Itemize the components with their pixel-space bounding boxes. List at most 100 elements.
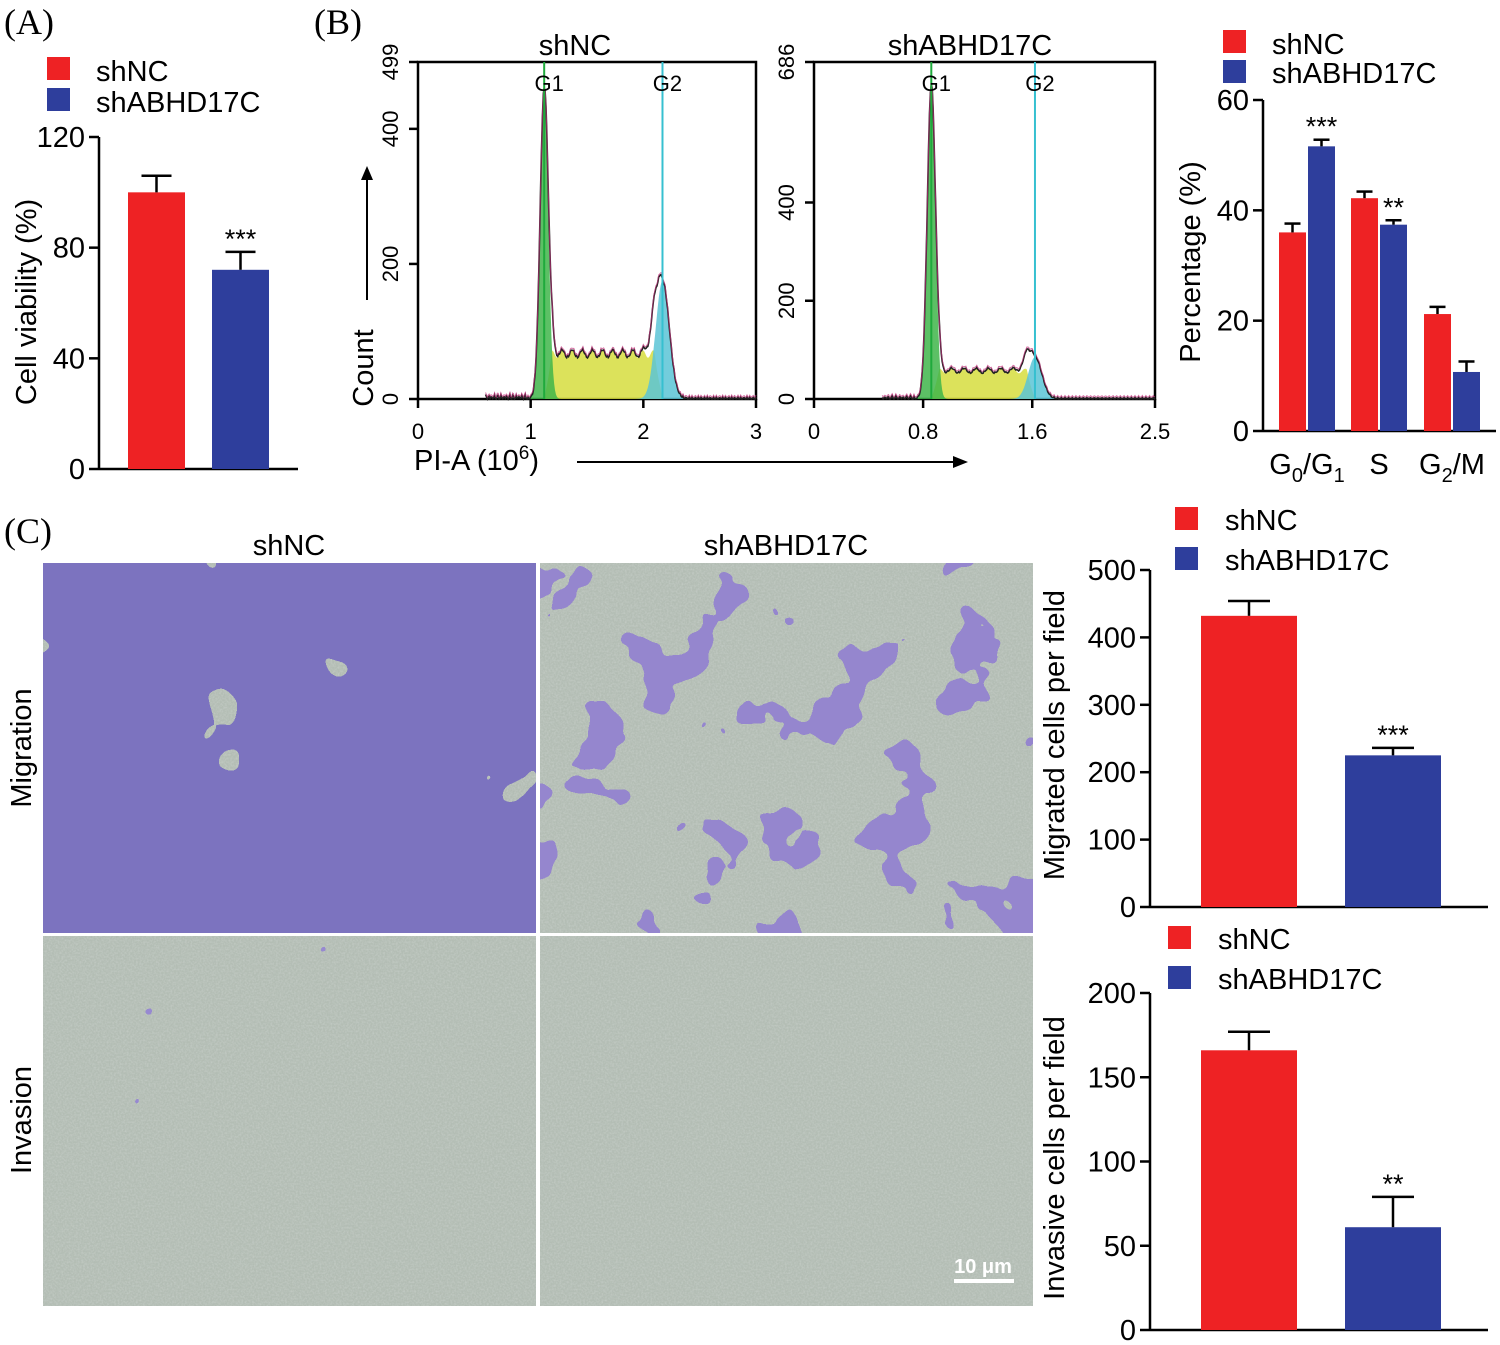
x-tick-label: 0.8 — [908, 419, 939, 444]
flow-shNC-title: shNC — [539, 30, 612, 62]
y-tick-label: 100 — [1088, 1147, 1136, 1179]
y-tick-label: 0 — [1120, 1315, 1136, 1345]
significance-label: *** — [1377, 720, 1409, 750]
y-tick-label: 200 — [1088, 978, 1136, 1010]
x-tick-label: G0/G1 — [1269, 449, 1344, 487]
significance-label: ** — [1383, 192, 1405, 222]
viability-plot: 0 40 80 120 *** — [37, 122, 298, 486]
migration-plot: 0 100 200 300 400 500 *** — [1088, 555, 1488, 924]
x-tick-label: G2/M — [1419, 449, 1485, 487]
peak-label-G1: G1 — [535, 71, 564, 96]
x-tick-label: 1.6 — [1017, 419, 1048, 444]
legend-swatch-shNC — [1175, 507, 1198, 530]
x-tick-label: 2 — [637, 419, 649, 444]
flow-x-axis-label: PI-A (106) — [414, 443, 539, 477]
cell-cycle-y-axis-label: Percentage (%) — [1175, 161, 1207, 363]
y-tick-label: 686 — [774, 44, 799, 81]
y-tick-label: 0 — [774, 393, 799, 405]
migration-y-axis-label: Migrated cells per field — [1039, 590, 1071, 880]
micrograph-invasion-shABHD17C — [540, 936, 1033, 1306]
flow-shNC-plot: 0 1 2 3 0 200 400 499 G1 G2 — [378, 44, 762, 444]
y-tick-label: 100 — [1088, 825, 1136, 857]
y-tick-label: 0 — [1120, 892, 1136, 924]
bar-G0/G1-shNC — [1279, 232, 1306, 431]
bar-shABHD17C — [1345, 755, 1441, 907]
invasion-y-axis-label: Invasive cells per field — [1039, 1016, 1071, 1300]
panel-label-b: (B) — [314, 2, 362, 42]
plot-frame — [416, 60, 758, 401]
legend-label-shABHD17C: shABHD17C — [1218, 964, 1382, 996]
transwell-micrographs: shNC shABHD17C Migration Invasion 10 μm — [6, 530, 1033, 1306]
legend-swatch-shNC — [1223, 30, 1246, 53]
y-tick-label: 50 — [1104, 1231, 1136, 1263]
significance-label: ** — [1382, 1169, 1404, 1199]
y-tick-label: 40 — [53, 343, 85, 375]
flow-y-axis-label: Count — [348, 329, 380, 406]
y-tick-label: 400 — [1088, 622, 1136, 654]
micrograph-migration-shABHD17C — [540, 563, 1033, 933]
legend-swatch-shABHD17C — [47, 88, 70, 111]
legend-swatch-shABHD17C — [1175, 547, 1198, 570]
flow-histogram-shNC: shNC 0 1 2 3 0 200 400 499 G1 G2 Count PI-A (106) — [348, 30, 968, 477]
legend-swatch-shABHD17C — [1168, 966, 1191, 989]
y-tick-label: 200 — [1088, 757, 1136, 789]
micrograph-row-label-migration: Migration — [6, 688, 38, 807]
s-phase-area — [882, 368, 1155, 399]
peak-label-G2: G2 — [1025, 71, 1054, 96]
s-phase-area — [485, 350, 756, 399]
x-tick-label: 1 — [525, 419, 537, 444]
fit-curve — [881, 82, 1156, 398]
fit-curve — [485, 86, 757, 399]
y-tick-label: 200 — [774, 282, 799, 319]
legend-swatch-shNC — [1168, 926, 1191, 949]
y-tick-label: 120 — [37, 122, 85, 154]
bar-S-shABHD17C — [1380, 224, 1407, 431]
bar-S-shNC — [1351, 198, 1378, 431]
bar-shABHD17C — [1345, 1227, 1441, 1330]
micrograph-invasion-shNC — [43, 936, 536, 1306]
histogram-curve — [484, 88, 757, 402]
y-tick-label: 300 — [1088, 690, 1136, 722]
migration-chart: shNC shABHD17C 0 100 200 300 400 500 *** Migra… — [1039, 505, 1488, 924]
y-tick-label: 500 — [1088, 555, 1136, 587]
bar-shABHD17C — [212, 269, 269, 469]
micrograph-col-label-shABHD17C: shABHD17C — [704, 530, 868, 562]
y-tick-label: 60 — [1217, 85, 1249, 117]
scale-bar-label: 10 μm — [954, 1256, 1012, 1278]
x-tick-label: 3 — [750, 419, 762, 444]
y-tick-label: 150 — [1088, 1062, 1136, 1094]
micrograph-col-label-shNC: shNC — [253, 530, 326, 562]
legend-label-shABHD17C: shABHD17C — [96, 87, 260, 119]
peak-label-G1: G1 — [922, 71, 951, 96]
y-tick-label: 0 — [378, 393, 403, 405]
legend-swatch-shNC — [47, 57, 70, 80]
y-tick-label: 20 — [1217, 306, 1249, 338]
flow-shABHD17C-title: shABHD17C — [888, 30, 1052, 62]
x-tick-label: S — [1369, 449, 1388, 481]
bar-shNC — [1201, 1050, 1297, 1330]
legend-label-shNC: shNC — [1225, 505, 1298, 537]
flow-histogram-shABHD17C: shABHD17C 0 0.8 1.6 2.5 0 200 400 686 G1 G2 — [774, 30, 1170, 444]
y-tick-label: 0 — [69, 454, 85, 486]
bar-G2/M-shABHD17C — [1453, 371, 1480, 431]
y-tick-label: 40 — [1217, 195, 1249, 227]
micrograph-migration-shNC — [43, 563, 536, 933]
legend-swatch-shABHD17C — [1223, 60, 1246, 83]
y-tick-label: 400 — [378, 111, 403, 148]
invasion-chart: shNC shABHD17C 0 50 100 150 200 ** Invasive c… — [1039, 924, 1488, 1345]
bar-shNC — [1201, 615, 1297, 907]
invasion-plot: 0 50 100 150 200 ** — [1088, 978, 1488, 1345]
y-tick-label: 0 — [1233, 416, 1249, 448]
y-tick-label: 499 — [378, 44, 403, 81]
panel-label-c: (C) — [4, 511, 52, 551]
plot-frame — [812, 60, 1157, 401]
significance-label: *** — [1306, 112, 1338, 142]
bar-shNC — [128, 192, 185, 470]
x-tick-label: 2.5 — [1140, 419, 1171, 444]
viability-y-axis-label: Cell viability (%) — [11, 199, 43, 405]
legend-label-shABHD17C: shABHD17C — [1272, 58, 1436, 90]
legend-label-shABHD17C: shABHD17C — [1225, 545, 1389, 577]
flow-y-axis-arrow-head — [361, 166, 373, 180]
